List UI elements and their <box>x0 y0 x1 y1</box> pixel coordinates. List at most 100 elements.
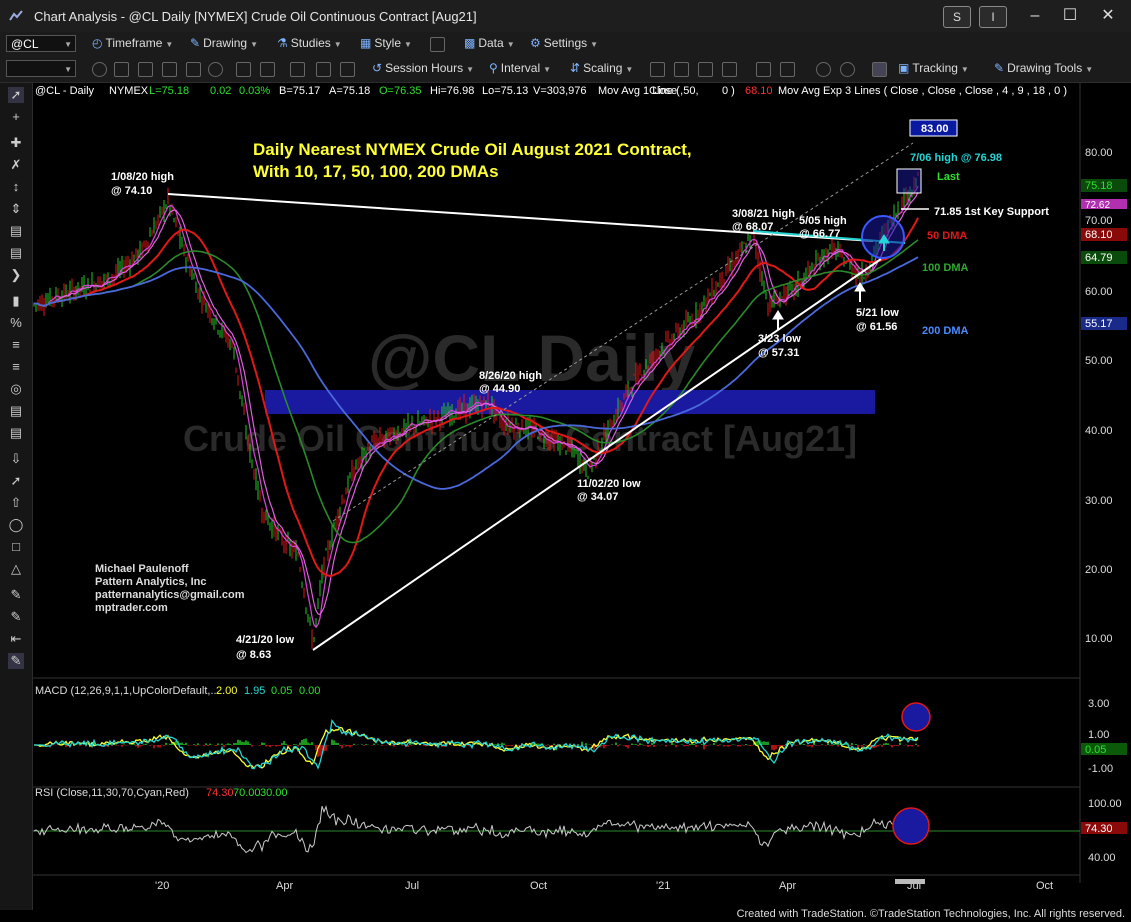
drawing-tools-menu[interactable]: ✎ Drawing Tools ▼ <box>994 61 1093 75</box>
edit-icon[interactable]: ✎ <box>8 653 24 669</box>
chevron-down-icon[interactable]: ▼ <box>64 40 72 49</box>
zoom-in-icon[interactable] <box>816 62 831 77</box>
zoom-out-icon[interactable] <box>840 62 855 77</box>
resistance-trendline[interactable] <box>167 193 874 242</box>
price-axis[interactable]: 80.00 70.00 60.00 50.00 40.00 30.00 20.0… <box>1085 147 1113 645</box>
zoom-icon[interactable] <box>162 62 177 77</box>
tag-200-value: 55.17 <box>1085 318 1113 330</box>
bars-icon[interactable]: ▮ <box>12 293 20 308</box>
rsi-label: RSI (Close,11,30,70,Cyan,Red) <box>35 787 189 799</box>
arrow-left-icon[interactable]: ⇤ <box>10 631 22 646</box>
tracking-label: Tracking <box>912 61 958 75</box>
watermark-name: Crude Oil Continuous Contract [Aug21] <box>183 418 857 459</box>
data-menu[interactable]: ▩ Data ▼ <box>464 36 515 50</box>
timeframe-menu[interactable]: ◴ Timeframe ▼ <box>92 36 173 50</box>
close-icon[interactable]: ✕ <box>1101 7 1115 24</box>
price-tick: 40.00 <box>1085 425 1113 437</box>
grid-view-icon[interactable] <box>872 62 887 77</box>
arrow-up-icon <box>772 310 784 330</box>
style-menu[interactable]: ▦ Style ▼ <box>360 36 412 50</box>
vline-icon[interactable]: ⇕ <box>10 201 22 216</box>
support-trendline[interactable] <box>312 258 882 651</box>
rectangle-icon[interactable]: □ <box>12 539 20 554</box>
scroll-left-icon[interactable] <box>756 62 771 77</box>
scaling-menu[interactable]: ⇵ Scaling ▼ <box>570 61 633 75</box>
drawing-menu[interactable]: ✎ Drawing ▼ <box>190 36 258 50</box>
arrow-down-icon[interactable]: ⇩ <box>10 451 22 466</box>
channel-dashed-line[interactable] <box>332 142 914 522</box>
bar-style-icon[interactable] <box>650 62 665 77</box>
crosshair-icon[interactable]: + <box>12 109 20 124</box>
pointer-icon[interactable]: ➚ <box>8 87 24 103</box>
candle-icon[interactable] <box>674 62 689 77</box>
header-ask: A=75.18 <box>329 85 370 97</box>
chart-title-line2: With 10, 17, 50, 100, 200 DMAs <box>253 162 499 181</box>
rsi-line <box>33 805 919 854</box>
speed-icon[interactable]: ≡ <box>12 359 20 374</box>
settings-menu[interactable]: ⚙ Settings ▼ <box>530 36 598 50</box>
ray-icon[interactable]: ✗ <box>10 157 22 172</box>
studies-menu[interactable]: ⚗ Studies ▼ <box>277 36 342 50</box>
header-high: Hi=76.98 <box>430 85 474 97</box>
lines-icon[interactable]: ≡ <box>12 337 20 352</box>
gann-icon[interactable]: ▤ <box>9 403 23 418</box>
chevron-down-icon: ▼ <box>165 40 174 49</box>
trendline-icon[interactable]: ✚ <box>10 135 22 150</box>
chart-type-icon[interactable] <box>114 62 129 77</box>
arrow-icon[interactable]: ➚ <box>10 473 22 488</box>
annotation-label: 4/21/20 low <box>236 634 295 646</box>
layout-icon[interactable] <box>430 37 445 52</box>
time-tick: '20 <box>155 880 169 892</box>
chart-area[interactable]: @CL - Daily NYMEX L=75.18 0.02 0.03% B=7… <box>33 83 1131 910</box>
tracking-menu[interactable]: ▣ Tracking ▼ <box>898 61 969 75</box>
channel-icon[interactable]: ▤ <box>9 223 23 238</box>
ruler-icon[interactable]: ✎ <box>10 587 22 602</box>
s-button[interactable]: S <box>943 6 971 28</box>
session-hours-menu[interactable]: ↺ Session Hours ▼ <box>372 61 474 75</box>
i-button[interactable]: I <box>979 6 1007 28</box>
header-ma1: Mov Avg 1 Line ( <box>598 85 680 97</box>
pitchfork-icon[interactable]: ❯ <box>10 267 22 282</box>
grid-icon[interactable] <box>138 62 153 77</box>
copy-icon[interactable] <box>290 62 305 77</box>
triangle-icon[interactable]: △ <box>11 561 21 576</box>
price-tick: 20.00 <box>1085 564 1113 576</box>
interval-label: Interval <box>500 61 541 75</box>
candle-hollow-icon[interactable] <box>698 62 713 77</box>
scroll-thumb[interactable] <box>895 879 925 884</box>
arc-icon[interactable]: ▤ <box>9 425 23 440</box>
settings-label: Settings <box>543 36 588 50</box>
time-axis[interactable]: '20 Apr Jul Oct '21 Apr Jul Oct <box>155 880 1053 892</box>
header-symbol: @CL - Daily <box>35 85 95 97</box>
window-icon[interactable] <box>186 62 201 77</box>
link-icon[interactable] <box>92 62 107 77</box>
scroll-right-icon[interactable] <box>780 62 795 77</box>
interval-menu[interactable]: ⚲ Interval ▼ <box>489 61 551 75</box>
text-icon[interactable]: ✎ <box>10 609 22 624</box>
print-icon[interactable] <box>260 62 275 77</box>
symbol-input[interactable]: @CL ▼ <box>6 35 76 52</box>
target-icon[interactable]: ◎ <box>10 381 22 396</box>
fib-icon[interactable]: ▤ <box>9 245 23 260</box>
chevron-down-icon[interactable]: ▼ <box>64 65 72 74</box>
arrow-up-icon[interactable]: ⇧ <box>10 495 22 510</box>
maximize-icon[interactable]: ☐ <box>1062 7 1078 24</box>
price-tick: 70.00 <box>1085 215 1113 227</box>
screenshot-icon[interactable] <box>236 62 251 77</box>
line-style-icon[interactable] <box>722 62 737 77</box>
percent-icon[interactable]: % <box>10 315 22 330</box>
symbol-link-icon[interactable] <box>316 62 331 77</box>
ellipse-icon[interactable]: ◯ <box>8 517 24 532</box>
refresh-icon[interactable] <box>208 62 223 77</box>
timeframe-label: Timeframe <box>105 36 163 50</box>
bar-chart-icon: ▩ <box>464 36 476 50</box>
header-last: L=75.18 <box>149 85 189 97</box>
layout-select[interactable]: ▼ <box>6 60 76 77</box>
hline-icon[interactable]: ↕ <box>12 179 20 194</box>
minimize-icon[interactable]: – <box>1030 7 1040 24</box>
alert-icon[interactable] <box>340 62 355 77</box>
symbol-value: @CL <box>11 37 39 51</box>
tag-100 <box>1081 251 1127 264</box>
time-tick: Apr <box>779 880 796 892</box>
main-toolbar: @CL ▼ ◴ Timeframe ▼ ✎ Drawing ▼ ⚗ Studies ▼ ▦ S… <box>0 32 1131 58</box>
